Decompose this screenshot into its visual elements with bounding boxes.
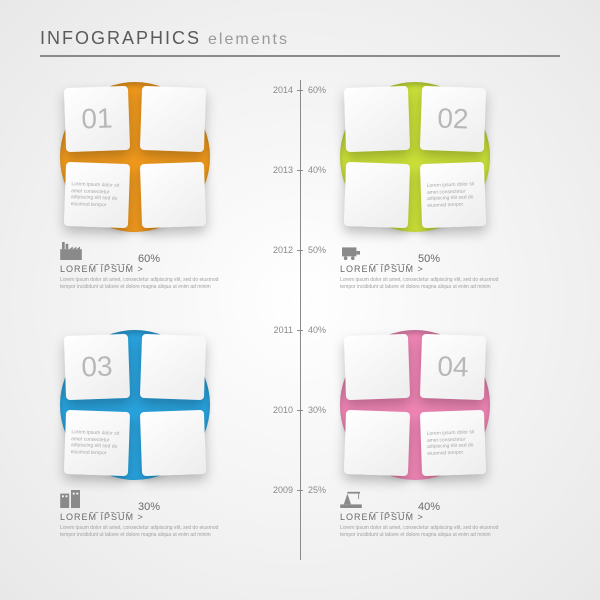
timeline-year: 2014 [273,85,293,95]
building-icon [60,490,82,513]
tile-br [140,410,206,476]
timeline-tick [297,330,303,331]
timeline-year: 2013 [273,165,293,175]
block-lorem: Lorem ipsum dolor sit amet, consectetur … [340,525,510,538]
block-label: LOREM IPSUM > [60,264,230,274]
factory-icon [60,242,82,265]
block-lorem: Lorem ipsum dolor sit amet, consectetur … [60,277,230,290]
timeline-pct: 25% [308,485,326,495]
block-number: 03 [81,350,113,383]
title-sub: elements [208,31,289,48]
tile-br: Lorem ipsum dolor sit amet consectetur a… [420,410,486,476]
quad-group: 01 Lorem ipsum dolor sit amet consectetur… [65,87,205,227]
tile-br: Lorem ipsum dolor sit amet consectetur a… [420,162,486,228]
tile-text: Lorem ipsum dolor sit amet consectetur a… [64,423,129,463]
block-caption: LOREM IPSUM > Lorem ipsum dolor sit amet,… [340,512,510,538]
tile-tl [344,86,410,152]
page-title: INFOGRAPHICS elements [40,28,560,49]
tile-text: Lorem ipsum dolor sit amet consectetur a… [420,175,485,215]
header-rule [40,55,560,57]
timeline-tick [297,490,303,491]
block-meta: 50% [340,242,440,265]
title-main: INFOGRAPHICS [40,28,201,48]
timeline-pct: 40% [308,165,326,175]
quad-group: 02 Lorem ipsum dolor sit amet consectetur… [345,87,485,227]
tile-text: Lorem ipsum dolor sit amet consectetur a… [64,175,129,215]
tile-bl: Lorem ipsum dolor sit amet consectetur a… [64,410,130,476]
block-meta: 30% [60,490,160,513]
block-caption: LOREM IPSUM > Lorem ipsum dolor sit amet,… [60,264,230,290]
block-number: 02 [437,102,469,135]
timeline-tick [297,170,303,171]
timeline-axis: 201460%201340%201250%201140%201030%20092… [300,80,301,560]
tile-bl [344,410,410,476]
tile-bl [344,162,410,228]
header: INFOGRAPHICS elements [40,28,560,57]
block-lorem: Lorem ipsum dolor sit amet, consectetur … [60,525,230,538]
tile-tr [140,86,206,152]
block-meta: 40% [340,490,440,513]
block-caption: LOREM IPSUM > Lorem ipsum dolor sit amet,… [60,512,230,538]
tile-tl: 03 [64,334,130,400]
block-label: LOREM IPSUM > [340,264,510,274]
block-label: LOREM IPSUM > [340,512,510,522]
timeline-pct: 50% [308,245,326,255]
quad-group: 03 Lorem ipsum dolor sit amet consectetur… [65,335,205,475]
crane-icon [340,490,362,513]
block-caption: LOREM IPSUM > Lorem ipsum dolor sit amet,… [340,264,510,290]
timeline-pct: 40% [308,325,326,335]
machine-icon [340,242,362,265]
block-label: LOREM IPSUM > [60,512,230,522]
timeline-pct: 60% [308,85,326,95]
quad-group: 04 Lorem ipsum dolor sit amet consectetur… [345,335,485,475]
timeline-pct: 30% [308,405,326,415]
block-number: 01 [81,102,113,135]
block-lorem: Lorem ipsum dolor sit amet, consectetur … [340,277,510,290]
tile-tr: 02 [420,86,486,152]
tile-tr: 04 [420,334,486,400]
tile-br [140,162,206,228]
timeline-year: 2009 [273,485,293,495]
timeline-tick [297,90,303,91]
tile-bl: Lorem ipsum dolor sit amet consectetur a… [64,162,130,228]
tile-tr [140,334,206,400]
block-number: 04 [437,350,469,383]
timeline-year: 2012 [273,245,293,255]
timeline-tick [297,410,303,411]
timeline-year: 2011 [274,325,293,335]
timeline-tick [297,250,303,251]
block-meta: 60% [60,242,160,265]
timeline-year: 2010 [273,405,293,415]
tile-tl [344,334,410,400]
tile-tl: 01 [64,86,130,152]
tile-text: Lorem ipsum dolor sit amet consectetur a… [420,423,485,463]
